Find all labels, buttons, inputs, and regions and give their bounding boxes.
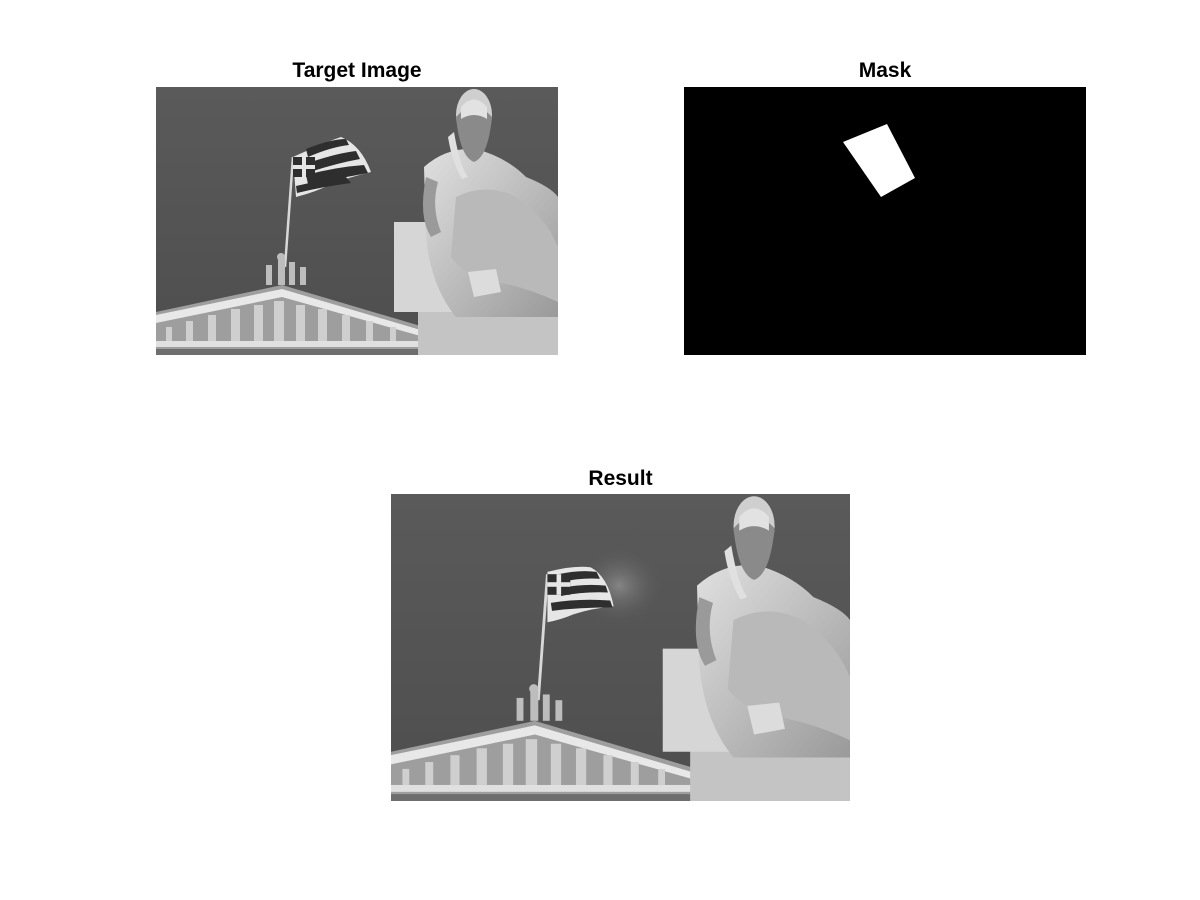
mask-title: Mask: [858, 59, 912, 82]
target-image-title: Target Image: [292, 59, 422, 82]
statue: [394, 89, 558, 355]
mask-region: [843, 124, 915, 197]
target-image-photo: [156, 87, 558, 355]
mask-image: [684, 87, 1086, 355]
result-image: [391, 494, 850, 801]
flag: [293, 137, 371, 197]
mask-photo: [684, 87, 1086, 355]
result-title: Result: [588, 467, 653, 490]
flag: [547, 566, 614, 623]
result-photo: [391, 494, 850, 801]
target-image: [156, 87, 558, 355]
statue: [662, 496, 850, 801]
